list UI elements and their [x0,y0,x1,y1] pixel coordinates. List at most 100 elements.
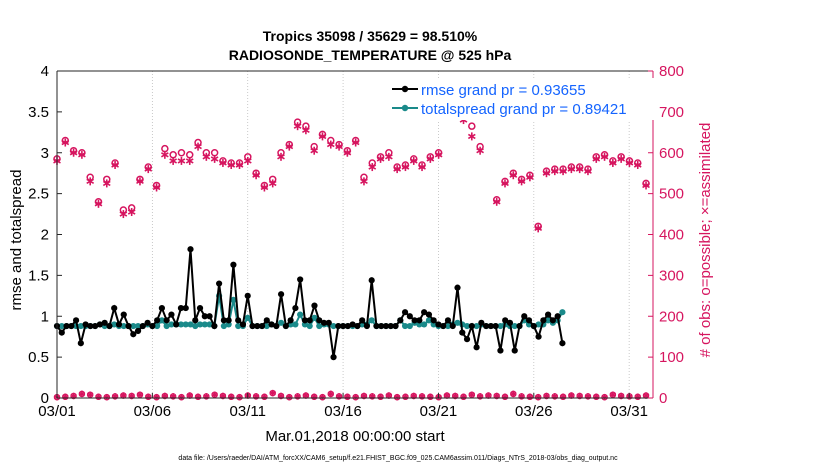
y-tick-label: 4 [41,63,49,80]
rmse-point [120,311,127,318]
obs-assimilated-marker [144,165,153,174]
totalspread-point [196,321,204,328]
x-tick-label: 03/21 [420,403,458,420]
totalspread-point [154,322,161,330]
obs-assimilated-marker [119,210,128,219]
x-tick-label: 03/31 [610,403,648,420]
rmse-point [101,319,108,326]
totalspread-point [206,321,213,328]
obs-assimilated-marker [584,167,592,176]
totalspread-point [134,322,142,330]
obs-assimilated-marker [467,132,476,141]
obs-assimilated-marker [609,391,617,398]
obs-assimilated-marker [310,146,319,155]
rmse-point [273,322,280,330]
chart-title-line-2: RADIOSONDE_TEMPERATURE @ 525 hPa [229,47,512,63]
obs-assimilated-marker [575,165,584,174]
totalspread-point [535,321,542,328]
legend-box [388,78,654,120]
totalspread-point [473,322,480,330]
rmse-point [149,322,156,330]
rmse-point [82,321,89,328]
obs-assimilated-marker [268,179,277,188]
obs-assimilated-marker [61,138,70,147]
rmse-point [382,322,390,330]
rmse-point [225,317,232,324]
rmse-point [173,321,180,328]
totalspread-point [177,321,185,328]
obs-assimilated-marker [194,142,202,151]
rmse-point [111,304,118,312]
rmse-point [154,317,161,324]
rmse-point [545,311,552,318]
obs-assimilated-marker [468,391,475,398]
legend[interactable]: rmse grand pr = 0.93655 totalspread gran… [388,78,654,120]
totalspread-point [230,296,237,303]
rmse-point [425,311,433,318]
rmse-point [473,344,480,351]
totalspread-point [421,321,428,328]
legend-spread-label: totalspread grand pr = 0.89421 [421,101,627,118]
obs-assimilated-marker [393,165,402,174]
x-tick-label: 03/16 [324,403,362,420]
obs-assimilated-marker [633,161,642,170]
obs-assimilated-marker [177,156,186,165]
obs-assimilated-marker [534,224,543,233]
rmse-point [220,317,227,324]
rmse-point [330,354,337,361]
rmse-point [216,280,223,287]
plot-area [56,71,653,398]
totalspread-point [277,319,285,326]
rmse-point [540,317,547,324]
obs-assimilated-marker [78,150,86,159]
totalspread-point [201,321,208,328]
obs-assimilated-marker [69,148,78,157]
rmse-point [287,317,294,324]
obs-assimilated-marker [492,197,501,206]
rmse-point [92,322,99,330]
rmse-point [168,311,175,318]
rmse-point [506,319,514,326]
obs-assimilated-marker [160,150,169,159]
y-right-tick-label: 600 [659,145,684,162]
rmse-point [354,322,361,330]
rmse-point [511,347,518,354]
rmse-point [316,317,323,324]
obs-assimilated-marker [384,152,393,161]
y-tick-label: 1.5 [28,267,49,284]
rmse-point [339,322,347,330]
rmse-point [554,313,561,320]
rmse-point [378,322,385,330]
obs-assimilated-marker [102,179,111,188]
rmse-point [521,313,528,320]
legend-rmse-marker [401,85,409,93]
rmse-point [249,322,256,330]
obs-assimilated-marker [542,169,551,178]
rmse-point [277,291,285,298]
rmse-point [134,327,142,335]
obs-assimilated-marker [509,171,518,180]
rmse-point [196,304,204,312]
totalspread-point [306,322,313,330]
obs-possible-marker [468,122,476,130]
rmse-point [411,317,418,324]
y-right-tick-label: 100 [659,349,684,366]
footer-data-file: data file: /Users/raeder/DAI/ATM_forcXX/… [178,455,618,462]
rmse-point [125,322,132,330]
obs-assimilated-marker [434,150,443,159]
rmse-point [263,317,270,324]
rmse-point [306,317,313,324]
obs-assimilated-marker [269,389,276,397]
rmse-point [401,309,409,316]
obs-assimilated-marker [426,154,435,163]
rmse-point [320,319,328,326]
y-right-tick-label: 200 [659,308,684,325]
totalspread-point [444,322,452,330]
rmse-point [130,331,137,338]
rmse-point [444,317,452,324]
rmse-point [373,322,380,330]
obs-assimilated-marker [326,140,335,149]
obs-assimilated-marker [335,142,343,151]
rmse-point [258,322,266,330]
